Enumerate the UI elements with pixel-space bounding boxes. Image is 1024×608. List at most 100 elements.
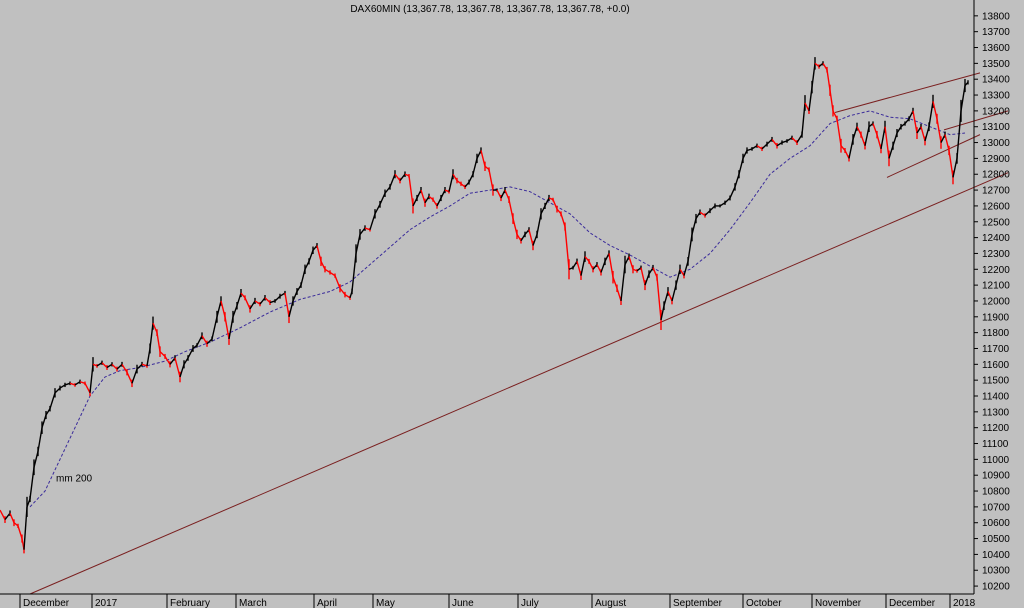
price-segment [791, 137, 798, 144]
price-segment [761, 143, 768, 150]
x-tick-label: December [889, 598, 936, 608]
price-segment [274, 295, 281, 302]
price-segment [74, 381, 81, 386]
y-axis: 10200 10300 10400 10500 10600 10700 10800 10900… [974, 11, 1010, 593]
y-tick-label: 13400 [982, 75, 1010, 86]
y-tick-label: 12700 [982, 186, 1010, 197]
plot-background [0, 0, 974, 594]
price-segment [729, 186, 736, 199]
price-segment [781, 140, 788, 144]
price-segment [211, 316, 218, 340]
price-segment [164, 356, 171, 365]
x-tick-label: June [452, 598, 474, 608]
price-segment [329, 271, 336, 277]
price-series [0, 57, 969, 554]
y-tick-label: 11200 [982, 423, 1010, 434]
y-tick-label: 11000 [982, 455, 1010, 466]
x-tick-label: May [376, 598, 395, 608]
price-segment [359, 227, 366, 235]
y-tick-label: 11800 [982, 328, 1010, 339]
y-tick-label: 11900 [982, 312, 1010, 323]
y-tick-label: 13500 [982, 59, 1010, 70]
price-segment [786, 137, 793, 142]
price-segment [111, 363, 118, 370]
y-tick-label: 10500 [982, 534, 1010, 545]
y-tick-label: 12800 [982, 170, 1010, 181]
price-segment [187, 348, 194, 359]
y-tick-label: 11300 [982, 407, 1010, 418]
y-tick-label: 13100 [982, 122, 1010, 133]
price-segment [131, 368, 138, 384]
y-tick-label: 10800 [982, 487, 1010, 498]
x-tick-label: September [673, 598, 723, 608]
price-segment [244, 297, 251, 310]
price-segment [64, 382, 71, 386]
price-segment [369, 213, 376, 230]
price-segment [324, 268, 331, 274]
trendline [943, 110, 1009, 131]
price-segment [389, 173, 396, 188]
price-segment [264, 297, 271, 304]
y-tick-label: 11100 [982, 439, 1009, 450]
x-tick-label: December [23, 598, 70, 608]
price-segment [704, 210, 711, 216]
ma-series [29, 110, 966, 508]
y-tick-label: 10300 [982, 566, 1010, 577]
price-segment [719, 202, 726, 207]
price-segment [699, 211, 706, 217]
price-segment [364, 227, 371, 231]
ma-200-line [29, 110, 966, 508]
y-tick-label: 13700 [982, 27, 1010, 38]
y-tick-label: 11700 [982, 344, 1010, 355]
x-tick-label: July [521, 598, 539, 608]
price-segment [121, 363, 128, 373]
x-tick-label: 2017 [95, 598, 118, 608]
y-tick-label: 12000 [982, 296, 1010, 307]
x-tick-label: November [815, 598, 862, 608]
y-tick-label: 10600 [982, 518, 1010, 529]
price-segment [159, 351, 166, 357]
price-segment [174, 357, 181, 378]
price-segment [279, 292, 286, 297]
price-segment [339, 287, 346, 296]
y-tick-label: 12400 [982, 233, 1010, 244]
price-segment [136, 363, 143, 370]
trendline [29, 172, 1009, 595]
price-segment [796, 134, 803, 143]
price-segment [756, 145, 763, 150]
y-tick-label: 13000 [982, 138, 1010, 149]
price-segment [201, 335, 208, 345]
y-tick-label: 10900 [982, 471, 1010, 482]
y-tick-label: 13800 [982, 11, 1010, 22]
x-tick-label: 2018 [953, 598, 976, 608]
chart-title: DAX60MIN (13,367.78, 13,367.78, 13,367.7… [350, 4, 629, 15]
price-segment [59, 384, 66, 389]
y-tick-label: 12200 [982, 265, 1010, 276]
price-segment [709, 205, 716, 212]
x-tick-label: March [239, 598, 267, 608]
price-segment [96, 362, 103, 367]
price-segment [4, 512, 11, 520]
price-segment [49, 392, 56, 409]
y-tick-label: 13200 [982, 106, 1010, 117]
price-segment [379, 192, 386, 205]
price-segment [69, 382, 76, 386]
x-tick-label: April [317, 598, 337, 608]
price-segment [344, 294, 351, 299]
y-tick-label: 12500 [982, 217, 1010, 228]
x-axis: December 2017 February March April May June Jul… [19, 594, 976, 608]
annotations: mm 200 [56, 473, 93, 484]
price-segment [141, 363, 148, 367]
x-tick-label: February [170, 598, 210, 608]
price-segment [254, 300, 261, 305]
trendline [834, 72, 981, 113]
y-tick-label: 12300 [982, 249, 1010, 260]
price-segment [776, 141, 783, 147]
price-segment [54, 387, 61, 394]
y-tick-label: 12600 [982, 201, 1010, 212]
x-tick-label: August [595, 598, 626, 608]
y-tick-label: 13600 [982, 43, 1010, 54]
price-segment [101, 362, 108, 368]
